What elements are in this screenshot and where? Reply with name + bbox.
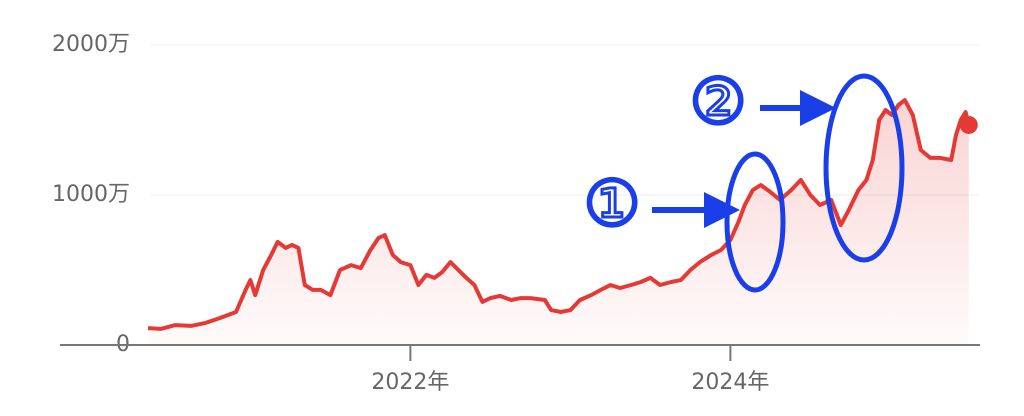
- x-tick-label: 2022年: [371, 370, 449, 395]
- highlight-ellipse: [823, 73, 905, 263]
- x-tick-label: 2024年: [691, 370, 769, 395]
- annotation: ②: [689, 66, 746, 140]
- annotation: ①: [583, 168, 640, 242]
- annotations: ① ②: [582, 64, 905, 293]
- end-dot: [959, 115, 978, 134]
- area: [148, 100, 969, 345]
- line: [147, 98, 971, 331]
- y-tick-label: 2000万: [52, 32, 130, 57]
- y-tick-label: 1000万: [52, 182, 130, 207]
